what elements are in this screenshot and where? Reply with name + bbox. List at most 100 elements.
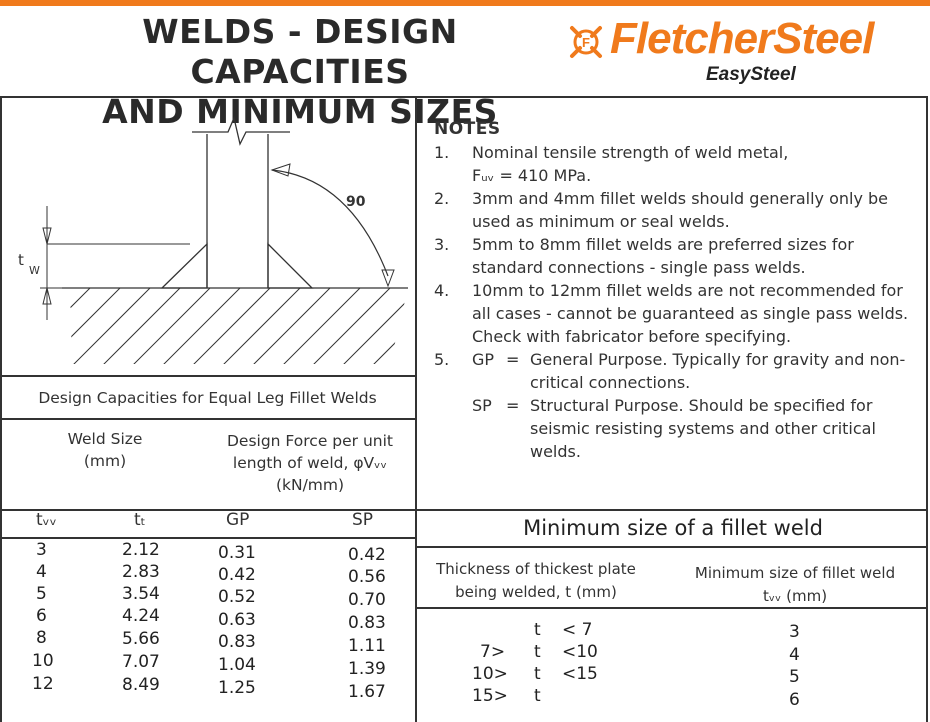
column-header-tt: tₜ xyxy=(134,510,146,530)
svg-text:F: F xyxy=(582,35,590,50)
cell-gp: 0.42 xyxy=(218,565,256,585)
column-header-sp: SP xyxy=(352,510,374,530)
fletcher-steel-logo: F FletcherSteel EasySteel xyxy=(566,14,930,88)
cell-tw: 6 xyxy=(36,606,47,626)
weld-size-header: Weld Size (mm) xyxy=(50,428,160,472)
cell-gp: 0.63 xyxy=(218,610,256,630)
notes-heading: NOTES xyxy=(434,119,501,139)
note-number: 4. xyxy=(434,281,450,300)
cell-sp: 0.56 xyxy=(348,567,386,587)
cell-tw: 4 xyxy=(36,562,47,582)
break-line xyxy=(192,115,290,146)
min-header-rule xyxy=(416,607,928,609)
thickness-symbol: t xyxy=(534,642,541,662)
note-line: seismic resisting systems and other crit… xyxy=(530,419,876,438)
angle-arrow-top xyxy=(270,163,291,177)
cell-tt: 3.54 xyxy=(122,584,160,604)
header-line: tᵥᵥ (mm) xyxy=(762,587,828,605)
header-line: Minimum size of fillet weld xyxy=(694,564,896,582)
tw-subscript: W xyxy=(29,264,40,277)
thickness-header: Thickness of thickest plate being welded… xyxy=(436,558,636,604)
column-header-gp: GP xyxy=(226,510,250,530)
left-edge-border xyxy=(0,96,2,722)
cell-tt: 5.66 xyxy=(122,629,160,649)
cell-tt: 8.49 xyxy=(122,675,160,695)
thickness-upper: < 7 xyxy=(562,620,593,640)
angle-label: 90 xyxy=(346,194,366,210)
note-line: Structural Purpose. Should be specified … xyxy=(530,396,873,415)
left-fillet-weld xyxy=(160,242,208,289)
note-line: 3mm and 4mm fillet welds should generall… xyxy=(472,189,889,208)
cell-tw: 8 xyxy=(36,628,47,648)
thickness-symbol: t xyxy=(534,620,541,640)
header-line: Weld Size xyxy=(67,430,143,448)
header-line: (mm) xyxy=(83,452,127,470)
cell-tt: 2.12 xyxy=(122,540,160,560)
note-line: 10mm to 12mm fillet welds are not recomm… xyxy=(472,281,903,300)
cell-tw: 10 xyxy=(32,651,54,671)
table-header-rule-bottom xyxy=(0,537,416,539)
center-divider xyxy=(415,96,417,722)
cell-sp: 0.70 xyxy=(348,590,386,610)
note-number: 2. xyxy=(434,189,450,208)
cell-gp: 1.25 xyxy=(218,678,256,698)
min-size-value: 3 xyxy=(789,622,800,642)
note-number: 5. xyxy=(434,350,450,369)
cell-tw: 12 xyxy=(32,674,54,694)
header-line: Design Force per unit xyxy=(226,432,393,450)
note-line: all cases - cannot be guaranteed as sing… xyxy=(472,304,909,323)
note-line: General Purpose. Typically for gravity a… xyxy=(530,350,906,369)
column-header-tw: tᵥᵥ xyxy=(36,510,57,530)
tw-label: t xyxy=(18,251,24,269)
cell-gp: 0.31 xyxy=(218,543,256,563)
note-item: 2. 3mm and 4mm fillet welds should gener… xyxy=(434,187,914,233)
min-title-rule xyxy=(416,546,928,548)
note-line: Check with fabricator before specifying. xyxy=(472,327,792,346)
thickness-symbol: t xyxy=(534,664,541,684)
min-size-title: Minimum size of a fillet weld xyxy=(523,516,823,540)
cell-sp: 0.83 xyxy=(348,613,386,633)
cell-sp: 1.11 xyxy=(348,636,386,656)
capacity-table-title: Design Capacities for Equal Leg Fillet W… xyxy=(38,389,377,407)
cell-tt: 2.83 xyxy=(122,562,160,582)
tw-arrow-bottom xyxy=(42,287,52,305)
note-line: Nominal tensile strength of weld metal, xyxy=(472,143,789,162)
note-equals: = xyxy=(506,396,520,415)
design-force-header: Design Force per unit length of weld, φV… xyxy=(210,430,410,496)
note-item-sp: SP = Structural Purpose. Should be speci… xyxy=(434,394,914,463)
thickness-lower: 10> xyxy=(472,664,508,684)
notes-panel: NOTES 1. Nominal tensile strength of wel… xyxy=(434,118,914,463)
header-line: (kN/mm) xyxy=(275,476,345,494)
angle-arc xyxy=(271,169,389,277)
min-size-value: 6 xyxy=(789,690,800,710)
note-number: 1. xyxy=(434,143,450,162)
note-item: 3. 5mm to 8mm fillet welds are preferred… xyxy=(434,233,914,279)
note-number: 3. xyxy=(434,235,450,254)
cell-gp: 0.83 xyxy=(218,632,256,652)
note-line: critical connections. xyxy=(530,373,691,392)
header-line: length of weld, φVᵥᵥ xyxy=(232,454,388,472)
header-line: being welded, t (mm) xyxy=(455,583,617,601)
note-line: used as minimum or seal welds. xyxy=(472,212,730,231)
cell-gp: 1.04 xyxy=(218,655,256,675)
page-title: WELDS - DESIGN CAPACITIES AND MINIMUM SI… xyxy=(40,12,560,132)
note-line: 5mm to 8mm fillet welds are preferred si… xyxy=(472,235,854,254)
note-item: 4. 10mm to 12mm fillet welds are not rec… xyxy=(434,279,914,348)
cell-gp: 0.52 xyxy=(218,587,256,607)
min-weld-size-header: Minimum size of fillet weld tᵥᵥ (mm) xyxy=(690,562,900,608)
cell-sp: 1.67 xyxy=(348,682,386,702)
note-equals: = xyxy=(506,350,520,369)
note-line: welds. xyxy=(530,442,581,461)
page-title-line-1: WELDS - DESIGN CAPACITIES xyxy=(142,12,458,91)
logo-tagline: EasySteel xyxy=(706,64,796,85)
thickness-lower: 15> xyxy=(472,686,508,706)
thickness-upper: <10 xyxy=(562,642,598,662)
tw-arrow-top xyxy=(42,227,52,245)
note-code: SP xyxy=(472,396,492,415)
min-size-value: 4 xyxy=(789,645,800,665)
angle-arrow-bottom xyxy=(381,269,395,288)
note-item: 1. Nominal tensile strength of weld meta… xyxy=(434,141,914,187)
top-accent-bar xyxy=(0,0,930,6)
note-line: Fᵤᵥ = 410 MPa. xyxy=(472,166,592,185)
thickness-lower: 7> xyxy=(480,642,506,662)
